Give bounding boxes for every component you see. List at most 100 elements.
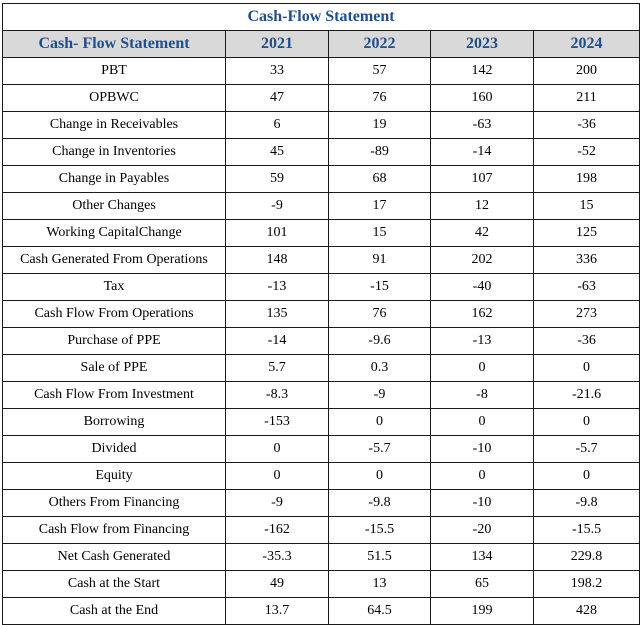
column-header-2024: 2024 bbox=[532, 30, 641, 58]
value-cell: 198.2 bbox=[532, 570, 641, 598]
value-cell: -15.5 bbox=[328, 516, 431, 544]
value-cell: 134 bbox=[430, 543, 534, 571]
row-label-cell: Working CapitalChange bbox=[2, 219, 226, 247]
value-cell: 428 bbox=[532, 597, 641, 625]
value-cell: 142 bbox=[430, 57, 534, 85]
value-cell: 273 bbox=[532, 300, 641, 328]
value-cell: -36 bbox=[532, 327, 641, 355]
value-cell: 17 bbox=[328, 192, 431, 220]
value-cell: 198 bbox=[532, 165, 641, 193]
value-cell: -36 bbox=[532, 111, 641, 139]
value-cell: 0.3 bbox=[328, 354, 431, 382]
row-label-cell: Change in Inventories bbox=[2, 138, 226, 166]
table-row: Cash at the End 13.7 64.5 199 428 bbox=[2, 597, 641, 625]
value-cell: 45 bbox=[225, 138, 329, 166]
value-cell: 51.5 bbox=[328, 543, 431, 571]
value-cell: 0 bbox=[225, 435, 329, 463]
value-cell: -9.6 bbox=[328, 327, 431, 355]
value-cell: -15 bbox=[328, 273, 431, 301]
value-cell: 57 bbox=[328, 57, 431, 85]
row-label-cell: OPBWC bbox=[2, 84, 226, 112]
column-header-2022: 2022 bbox=[328, 30, 431, 58]
row-label-cell: Other Changes bbox=[2, 192, 226, 220]
table-row: Other Changes -9 17 12 15 bbox=[2, 192, 641, 220]
value-cell: -5.7 bbox=[328, 435, 431, 463]
value-cell: -89 bbox=[328, 138, 431, 166]
row-label-cell: Equity bbox=[2, 462, 226, 490]
row-label-cell: Cash Flow from Financing bbox=[2, 516, 226, 544]
value-cell: -162 bbox=[225, 516, 329, 544]
table-body: PBT 33 57 142 200 OPBWC 47 76 160 211 Change in Re… bbox=[2, 57, 641, 625]
table-row: Sale of PPE 5.7 0.3 0 0 bbox=[2, 354, 641, 382]
value-cell: 49 bbox=[225, 570, 329, 598]
value-cell: -21.6 bbox=[532, 381, 641, 409]
value-cell: -9 bbox=[328, 381, 431, 409]
value-cell: 0 bbox=[532, 354, 641, 382]
value-cell: 148 bbox=[225, 246, 329, 274]
value-cell: 6 bbox=[225, 111, 329, 139]
value-cell: -40 bbox=[430, 273, 534, 301]
value-cell: 160 bbox=[430, 84, 534, 112]
value-cell: 12 bbox=[430, 192, 534, 220]
table-row: Net Cash Generated -35.3 51.5 134 229.8 bbox=[2, 543, 641, 571]
value-cell: -15.5 bbox=[532, 516, 641, 544]
table-row: Equity 0 0 0 0 bbox=[2, 462, 641, 490]
value-cell: 107 bbox=[430, 165, 534, 193]
value-cell: 135 bbox=[225, 300, 329, 328]
value-cell: -10 bbox=[430, 435, 534, 463]
column-header-2023: 2023 bbox=[430, 30, 534, 58]
value-cell: -52 bbox=[532, 138, 641, 166]
column-header-2021: 2021 bbox=[225, 30, 329, 58]
table-row: Working CapitalChange 101 15 42 125 bbox=[2, 219, 641, 247]
value-cell: 0 bbox=[328, 462, 431, 490]
value-cell: -9 bbox=[225, 192, 329, 220]
value-cell: 0 bbox=[430, 354, 534, 382]
table-title: Cash-Flow Statement bbox=[1, 3, 641, 31]
row-label-cell: Tax bbox=[2, 273, 226, 301]
table-row: Change in Inventories 45 -89 -14 -52 bbox=[2, 138, 641, 166]
value-cell: 5.7 bbox=[225, 354, 329, 382]
value-cell: 76 bbox=[328, 300, 431, 328]
row-label-cell: Sale of PPE bbox=[2, 354, 226, 382]
table-row: Borrowing -153 0 0 0 bbox=[2, 408, 641, 436]
value-cell: 91 bbox=[328, 246, 431, 274]
value-cell: 33 bbox=[225, 57, 329, 85]
value-cell: -9.8 bbox=[328, 489, 431, 517]
cash-flow-table: Cash-Flow Statement Cash- Flow Statement… bbox=[1, 3, 641, 625]
value-cell: 200 bbox=[532, 57, 641, 85]
row-label-cell: Net Cash Generated bbox=[2, 543, 226, 571]
table-row: Cash Flow From Operations 135 76 162 273 bbox=[2, 300, 641, 328]
value-cell: -13 bbox=[225, 273, 329, 301]
value-cell: 0 bbox=[225, 462, 329, 490]
value-cell: 19 bbox=[328, 111, 431, 139]
value-cell: -14 bbox=[225, 327, 329, 355]
table-header-row: Cash- Flow Statement 2021 2022 2023 2024 bbox=[2, 30, 641, 58]
table-row: PBT 33 57 142 200 bbox=[2, 57, 641, 85]
value-cell: 125 bbox=[532, 219, 641, 247]
value-cell: 211 bbox=[532, 84, 641, 112]
row-label-cell: PBT bbox=[2, 57, 226, 85]
value-cell: 42 bbox=[430, 219, 534, 247]
row-label-cell: Cash Flow From Investment bbox=[2, 381, 226, 409]
table-row: Others From Financing -9 -9.8 -10 -9.8 bbox=[2, 489, 641, 517]
value-cell: -20 bbox=[430, 516, 534, 544]
value-cell: 13.7 bbox=[225, 597, 329, 625]
table-row: Cash at the Start 49 13 65 198.2 bbox=[2, 570, 641, 598]
value-cell: 59 bbox=[225, 165, 329, 193]
value-cell: 15 bbox=[328, 219, 431, 247]
value-cell: 0 bbox=[328, 408, 431, 436]
value-cell: 65 bbox=[430, 570, 534, 598]
row-label-cell: Cash at the Start bbox=[2, 570, 226, 598]
table-row: Cash Flow from Financing -162 -15.5 -20 -15.… bbox=[2, 516, 641, 544]
value-cell: 0 bbox=[430, 408, 534, 436]
value-cell: 64.5 bbox=[328, 597, 431, 625]
cash-flow-statement-table-wrapper: Cash-Flow Statement Cash- Flow Statement… bbox=[1, 3, 641, 625]
value-cell: -63 bbox=[430, 111, 534, 139]
value-cell: 0 bbox=[532, 408, 641, 436]
row-label-cell: Borrowing bbox=[2, 408, 226, 436]
table-row: Divided 0 -5.7 -10 -5.7 bbox=[2, 435, 641, 463]
value-cell: 76 bbox=[328, 84, 431, 112]
value-cell: -8.3 bbox=[225, 381, 329, 409]
value-cell: 68 bbox=[328, 165, 431, 193]
row-label-cell: Purchase of PPE bbox=[2, 327, 226, 355]
